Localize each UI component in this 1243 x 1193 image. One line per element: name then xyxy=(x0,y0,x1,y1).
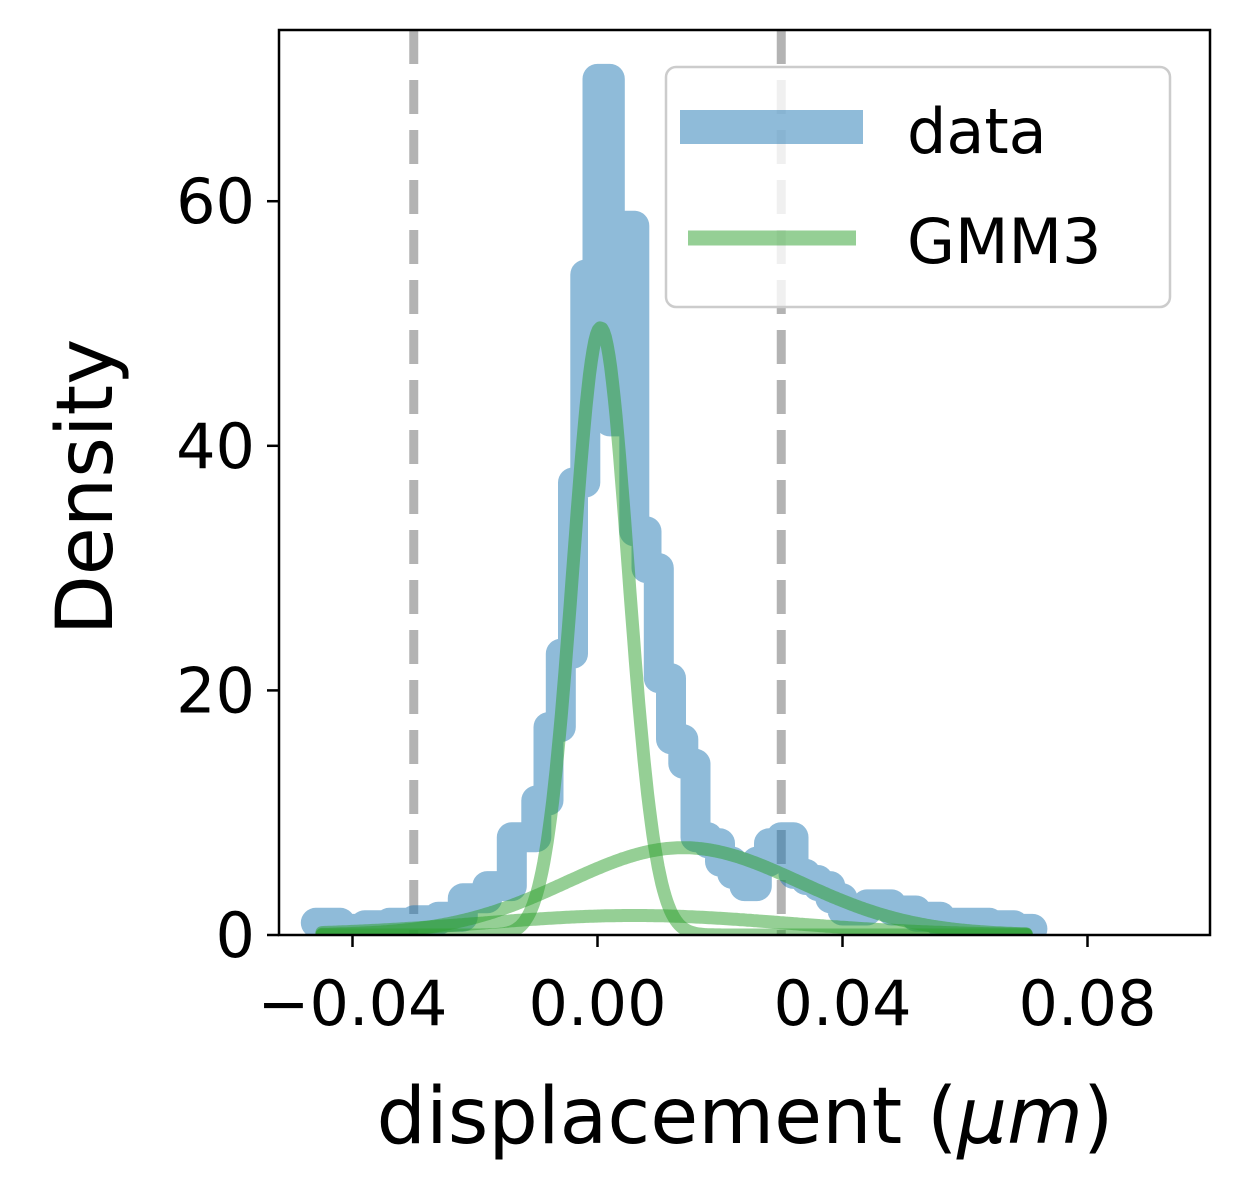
x-tick-label: −0.04 xyxy=(258,967,448,1040)
y-tick-label: 40 xyxy=(176,410,255,483)
legend-label-data: data xyxy=(907,95,1047,168)
gmm3-component-2 xyxy=(315,909,1033,935)
x-tick-label: 0.08 xyxy=(1018,967,1156,1040)
y-tick-label: 20 xyxy=(176,654,255,727)
x-tick-label: 0.04 xyxy=(773,967,911,1040)
x-axis-label: displacement (μm) xyxy=(377,1072,1114,1162)
x-tick-label: 0.00 xyxy=(528,967,666,1040)
legend-label-gmm3: GMM3 xyxy=(907,205,1101,278)
y-tick-label: 0 xyxy=(216,899,255,972)
legend: data GMM3 xyxy=(664,65,1172,309)
gmm3-series xyxy=(315,321,1033,935)
y-axis: 0 20 40 60 xyxy=(176,165,279,972)
plot-frame xyxy=(277,28,1212,937)
y-tick-label: 60 xyxy=(176,165,255,238)
x-axis: −0.04 0.00 0.04 0.08 xyxy=(258,935,1157,1040)
y-axis-label: Density xyxy=(41,339,131,636)
